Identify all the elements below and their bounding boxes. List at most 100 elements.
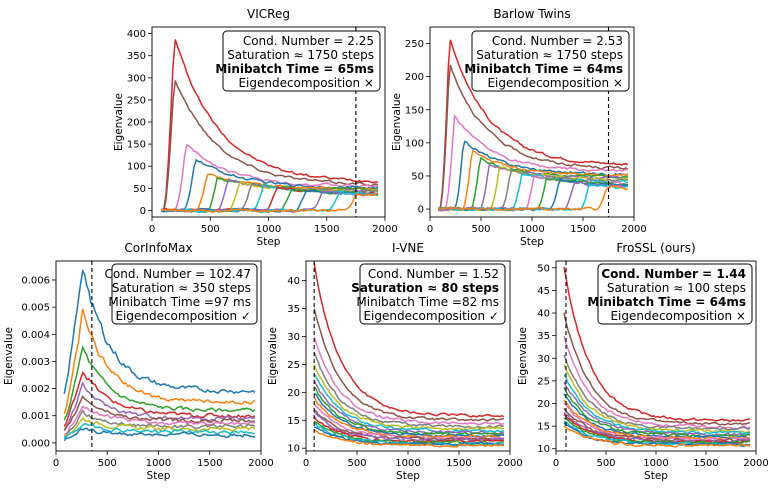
y-tick-label: 20 [287,388,300,399]
annotation-line-3: Minibatch Time =82 ms [356,295,499,309]
series-line-λ2 [160,80,379,213]
series-group [437,39,629,212]
chart-panel-5: 0 500 1000 1500 2000 10 15 20 25 30 35 40 45 50 FroSSL… [517,241,769,482]
series-line-λ3 [438,113,629,211]
series-line-λ16 [160,192,378,213]
x-tick-label: 0 [427,224,433,235]
chart-title: VICReg [247,7,290,21]
series-line-λ12 [563,407,751,443]
series-group [160,39,379,214]
y-axis-label: Eigenvalue [267,327,279,385]
annotation-line-2: Saturation ≈ 100 steps [607,281,746,295]
series-line-λ16 [313,422,505,447]
series-group [563,266,751,448]
series-line-λ5 [438,149,629,212]
series-line-λ6 [63,394,255,432]
series-group [313,263,505,448]
x-tick-label: 500 [347,458,366,469]
chart-title: CorInfoMax [124,241,192,255]
y-tick-label: 25 [287,360,300,371]
y-tick-label: 40 [287,276,300,287]
annotation-box [111,263,258,325]
x-tick-label: 1000 [643,458,668,469]
series-line-λ3 [63,344,256,421]
series-line-λ7 [64,405,256,436]
x-tick-label: 1500 [693,458,718,469]
series-line-λ9 [563,393,751,440]
x-axis-label: Step [520,236,544,248]
y-tick-label: 150 [127,140,146,151]
annotation-box [471,30,630,92]
series-group [63,268,256,442]
y-tick-label: 20 [537,399,550,410]
y-tick-label: 15 [537,422,550,433]
series-line-λ2 [563,312,751,426]
series-line-λ1 [313,263,505,418]
annotation-line-1: Cond. Number = 102.47 [105,267,251,281]
y-axis-label: Eigenvalue [517,327,529,385]
y-tick-label: 0.005 [21,303,50,314]
y-tick-label: 0.004 [21,330,50,341]
y-tick-label: 100 [127,162,146,173]
annotation-line-3: Minibatch Time = 64ms [587,295,746,309]
annotation-line-4: Eigendecomposition ✓ [115,309,251,323]
x-tick-label: 1500 [446,458,471,469]
y-tick-label: 250 [127,95,146,106]
annotation-line-3: Minibatch Time =97 ms [108,295,251,309]
y-tick-label: 50 [133,184,146,195]
chart-title: FroSSL (ours) [616,241,695,255]
x-tick-label: 0 [53,458,59,469]
x-tick-label: 500 [201,224,220,235]
series-line-λ8 [63,409,256,438]
x-tick-label: 2000 [497,458,522,469]
y-tick-label: 100 [405,138,424,149]
y-tick-label: 50 [411,171,424,182]
x-tick-label: 1500 [197,458,222,469]
annotation-line-1: Cond. Number = 1.44 [601,267,746,281]
y-tick-label: 40 [537,309,550,320]
series-line-λ18 [563,425,751,448]
x-tick-label: 2000 [621,224,646,235]
series-line-λ4 [161,158,379,213]
y-tick-label: 0.001 [21,411,50,422]
y-tick-label: 0.006 [21,276,50,287]
y-tick-label: 30 [537,354,550,365]
x-tick-label: 500 [596,458,615,469]
x-axis-label: Step [257,236,281,248]
y-tick-label: 400 [127,29,146,40]
series-line-λ11 [63,427,255,442]
series-line-λ1 [563,266,751,423]
series-line-λ3 [313,337,505,426]
series-line-λ15 [161,190,379,214]
series-line-λ2 [63,308,256,415]
x-tick-label: 1500 [314,224,339,235]
series-line-λ10 [313,396,505,440]
x-tick-label: 0 [553,458,559,469]
x-tick-label: 2000 [372,224,397,235]
y-tick-label: 50 [537,263,550,274]
y-tick-label: 35 [537,331,550,342]
y-tick-label: 30 [287,332,300,343]
series-line-λ9 [63,416,256,437]
x-axis-label: Step [396,470,420,482]
x-tick-label: 1500 [570,224,595,235]
y-tick-label: 10 [537,444,550,455]
x-tick-label: 1000 [395,458,420,469]
y-tick-label: 0.000 [21,438,50,449]
annotation-box [597,263,753,325]
annotation-box [359,263,506,325]
chart-panel-1: 0 500 1000 1500 2000 0 50 100 150 200 250 300 350 400… [113,7,398,248]
y-tick-label: 15 [287,416,300,427]
annotation-line-2: Saturation ≈ 350 steps [112,281,251,295]
y-tick-label: 45 [537,286,550,297]
x-tick-label: 1000 [146,458,171,469]
y-tick-label: 200 [127,118,146,129]
series-line-λ16 [438,185,629,211]
y-tick-label: 35 [287,304,300,315]
y-tick-label: 25 [537,376,550,387]
series-line-λ14 [313,416,504,444]
series-line-λ6 [313,373,504,434]
annotation-line-1: Cond. Number = 1.52 [368,267,499,281]
series-line-λ3 [161,143,379,212]
series-line-λ6 [563,374,751,436]
